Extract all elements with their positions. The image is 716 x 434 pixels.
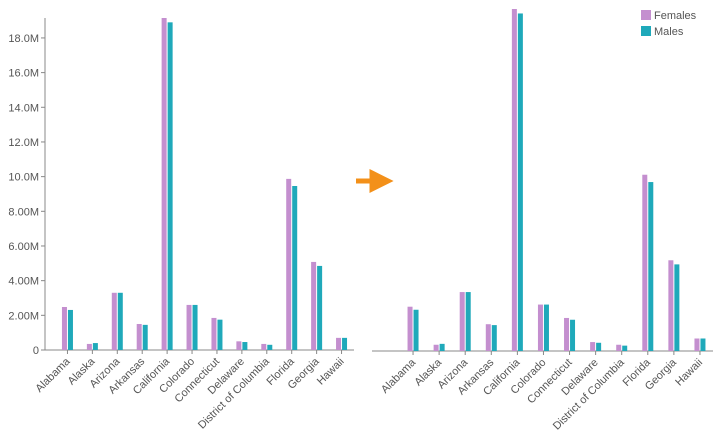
bar xyxy=(642,174,648,351)
y-tick-label: 4.00M xyxy=(8,276,39,288)
bar xyxy=(136,323,142,350)
bar xyxy=(192,304,198,350)
legend-swatch xyxy=(641,10,651,20)
bar xyxy=(694,338,700,351)
bar xyxy=(517,13,523,351)
bar xyxy=(242,342,248,350)
x-tick-label: Alabama xyxy=(33,355,73,395)
bar xyxy=(564,317,570,351)
bar xyxy=(317,265,323,350)
bar xyxy=(668,260,674,351)
bar xyxy=(459,292,465,351)
y-tick-label: 16.0M xyxy=(8,68,39,80)
y-tick-label: 2.00M xyxy=(8,310,39,322)
bar xyxy=(186,304,192,350)
bar xyxy=(86,343,92,350)
bar xyxy=(217,319,223,350)
bar xyxy=(491,325,497,351)
bar xyxy=(267,344,273,350)
y-tick-label: 18.0M xyxy=(8,33,39,45)
bar xyxy=(622,345,628,351)
legend-label: Females xyxy=(654,10,697,22)
bar xyxy=(142,324,148,350)
bar xyxy=(92,343,98,350)
bar xyxy=(674,264,680,351)
bar xyxy=(616,344,622,351)
bar xyxy=(485,324,491,351)
x-tick-label: Hawaii xyxy=(673,357,705,389)
bar xyxy=(117,292,123,350)
bar xyxy=(407,306,413,351)
bar xyxy=(336,337,342,350)
y-tick-label: 6.00M xyxy=(8,241,39,253)
bar xyxy=(342,337,348,350)
bar xyxy=(465,292,471,351)
bar xyxy=(537,304,543,351)
y-tick-label: 10.0M xyxy=(8,172,39,184)
bar xyxy=(111,292,117,350)
bar xyxy=(543,304,549,351)
legend-swatch xyxy=(641,26,651,36)
bar xyxy=(648,182,654,351)
bar xyxy=(570,319,576,351)
y-tick-label: 12.0M xyxy=(8,137,39,149)
x-tick-label: Alabama xyxy=(379,356,419,396)
bar xyxy=(61,307,67,350)
bar xyxy=(211,317,217,350)
bar xyxy=(286,178,292,350)
arrow xyxy=(356,168,394,194)
bar xyxy=(433,344,439,351)
y-tick-label: 14.0M xyxy=(8,102,39,114)
bar xyxy=(511,9,517,351)
bar xyxy=(292,185,298,350)
bar xyxy=(236,341,242,350)
y-tick-label: 8.00M xyxy=(8,206,39,218)
bar xyxy=(161,18,167,350)
bar xyxy=(311,261,317,350)
y-tick-label: 0 xyxy=(33,345,39,357)
bar xyxy=(596,342,602,351)
legend-label: Males xyxy=(654,26,684,38)
bar xyxy=(413,309,419,351)
bar xyxy=(700,338,706,351)
bar xyxy=(167,22,173,351)
x-tick-label: Hawaii xyxy=(315,356,347,388)
bar xyxy=(261,343,267,350)
bar xyxy=(67,309,73,350)
bar xyxy=(439,343,445,351)
bar xyxy=(590,342,596,351)
